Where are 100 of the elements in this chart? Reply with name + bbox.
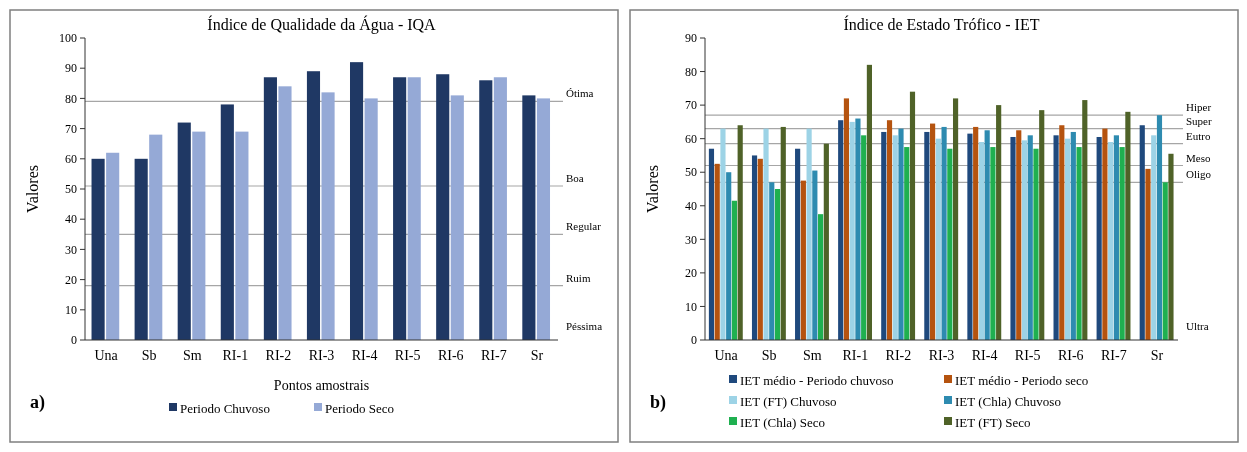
y-tick-label: 40 (685, 198, 697, 213)
bar (806, 128, 812, 340)
x-tick-label: RI-6 (437, 348, 464, 363)
x-tick-label: Sr (1150, 348, 1164, 363)
bar (1139, 125, 1145, 340)
bar (306, 71, 321, 340)
bar (737, 125, 743, 340)
x-tick-label: RI-2 (265, 348, 292, 363)
y-tick-label: 50 (65, 182, 77, 197)
bar (177, 122, 191, 340)
bar (909, 91, 916, 340)
bar (1016, 130, 1022, 340)
bar (1033, 148, 1039, 340)
bar (1145, 168, 1151, 340)
y-tick-label: 60 (65, 152, 77, 166)
legend-label: IET (Chla) Chuvoso (955, 393, 1061, 409)
x-tick-label: Sr (530, 348, 544, 363)
ref-line-label: Eutro (1186, 129, 1211, 142)
bar (493, 77, 507, 340)
bar (947, 148, 953, 340)
bar (886, 120, 893, 340)
ref-line-label: Super (1186, 114, 1212, 127)
bar (1168, 153, 1174, 340)
bar (763, 128, 769, 340)
bar (941, 126, 947, 340)
legend-label: IET (Chla) Seco (740, 414, 825, 430)
bar (1156, 115, 1163, 340)
bar (149, 134, 163, 340)
text: a) (30, 392, 45, 413)
y-axis-title: Valores (644, 165, 661, 213)
y-tick-label: 30 (685, 232, 697, 247)
x-tick-label: RI-7 (480, 348, 507, 363)
bar (1162, 182, 1168, 340)
bar (823, 143, 829, 340)
bar (263, 77, 277, 340)
y-tick-label: 70 (685, 98, 697, 113)
x-tick-label: RI-4 (971, 348, 998, 363)
bar (774, 189, 781, 340)
bar (1010, 136, 1016, 340)
bar (1096, 136, 1102, 340)
y-tick-label: 20 (65, 272, 77, 287)
bar (720, 128, 726, 340)
bar (106, 152, 120, 340)
bar (800, 180, 806, 340)
bar (536, 98, 551, 340)
legend-label: IET (FT) Seco (955, 414, 1031, 430)
bar (757, 158, 763, 340)
bar (350, 62, 364, 340)
bar (479, 80, 493, 340)
legend-label: Periodo Seco (325, 400, 394, 416)
bar (984, 130, 990, 340)
legend-label: IET (FT) Chuvoso (740, 393, 837, 409)
x-tick-label: RI-1 (842, 348, 869, 363)
x-tick-label: RI-4 (351, 348, 378, 363)
chart-title: Índice de Estado Trófico - IET (843, 15, 1040, 33)
x-tick-label: RI-6 (1057, 348, 1084, 363)
bar (866, 64, 872, 340)
y-tick-label: 80 (65, 91, 77, 106)
bar (843, 98, 850, 340)
bar (1102, 128, 1108, 340)
ref-line-label: Ótima (566, 87, 594, 100)
y-tick-label: 100 (59, 31, 77, 46)
bar (220, 104, 234, 340)
bar (522, 95, 536, 340)
bar (1039, 110, 1045, 340)
bar (192, 131, 206, 340)
x-tick-label: RI-5 (1014, 348, 1041, 363)
y-tick-label: 20 (685, 266, 697, 281)
bar (769, 182, 775, 340)
bar (731, 200, 738, 340)
bar (450, 95, 464, 340)
x-tick-label: RI-7 (1100, 348, 1127, 363)
bar (1108, 142, 1114, 340)
y-tick-label: 40 (65, 212, 77, 227)
x-tick-label: RI-1 (222, 348, 249, 363)
bar (1021, 140, 1028, 340)
bar (1151, 135, 1157, 340)
x-tick-label: Sb (761, 348, 777, 363)
text: Péssima (566, 320, 603, 332)
bar (892, 135, 898, 340)
legend-label: IET médio - Periodo chuvoso (740, 372, 894, 388)
x-tick-label: RI-3 (308, 348, 335, 363)
bar (935, 138, 941, 340)
bar (838, 120, 844, 340)
bar (930, 123, 936, 340)
y-tick-label: 50 (685, 165, 697, 180)
bar (321, 92, 335, 340)
bar (1125, 111, 1131, 340)
ref-line-label: Regular (566, 220, 602, 233)
x-tick-label: Una (714, 348, 739, 363)
bar (967, 133, 973, 340)
x-tick-label: RI-3 (928, 348, 955, 363)
bar (1082, 100, 1088, 340)
y-tick-label: 10 (685, 299, 697, 314)
bar (924, 131, 930, 340)
chart-title: Índice de Qualidade da Água - IQA (207, 15, 437, 34)
bar (855, 118, 861, 340)
text: b) (650, 392, 667, 413)
ref-line-label: Meso (1186, 151, 1211, 164)
ref-line-label: Boa (566, 171, 584, 184)
